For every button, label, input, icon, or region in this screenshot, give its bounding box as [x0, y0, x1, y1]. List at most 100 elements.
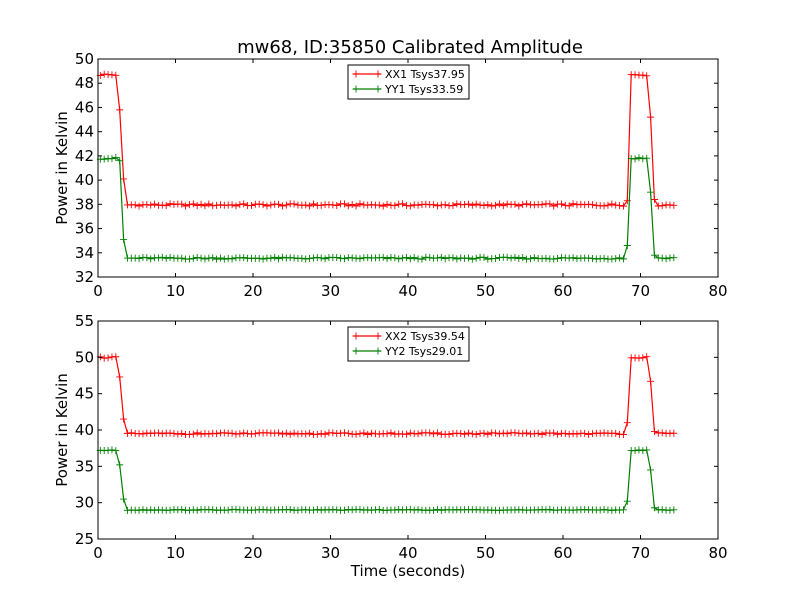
data-point-marker — [309, 506, 317, 514]
data-point-marker — [526, 255, 534, 263]
data-point-marker — [511, 253, 519, 261]
data-point-marker — [631, 447, 639, 455]
data-point-marker — [468, 255, 476, 263]
data-point-marker — [534, 429, 542, 437]
data-point-marker — [395, 255, 403, 263]
data-point-marker — [290, 254, 298, 262]
data-point-marker — [151, 200, 159, 208]
data-point-marker — [495, 430, 503, 438]
data-point-marker — [278, 253, 286, 261]
data-point-marker — [523, 200, 531, 208]
data-point-marker — [236, 201, 244, 209]
data-point-marker — [127, 429, 135, 437]
y-tick-label: 38 — [75, 195, 94, 213]
data-point-marker — [662, 255, 670, 263]
data-point-marker — [608, 506, 616, 514]
x-tick-label: 0 — [93, 544, 103, 562]
data-point-marker — [348, 200, 356, 208]
data-point-marker — [352, 202, 360, 210]
x-tick-label: 30 — [321, 544, 340, 562]
series-2-1 — [96, 353, 678, 439]
data-point-marker — [616, 201, 624, 209]
data-point-marker — [383, 430, 391, 438]
data-point-marker — [178, 200, 186, 208]
data-point-marker — [185, 255, 193, 263]
data-point-marker — [333, 506, 341, 514]
data-point-marker — [406, 255, 414, 263]
data-point-marker — [406, 429, 414, 437]
data-point-marker — [158, 430, 166, 438]
data-point-marker — [143, 201, 151, 209]
data-point-marker — [639, 155, 647, 163]
data-point-marker — [468, 201, 476, 209]
data-point-marker — [170, 430, 178, 438]
data-point-marker — [189, 200, 197, 208]
data-point-marker — [193, 429, 201, 437]
data-point-marker — [480, 253, 488, 261]
legend: XX2 Tsys39.54 YY2 Tsys29.01 — [347, 326, 470, 362]
data-point-marker — [557, 200, 565, 208]
x-tick-label: 20 — [243, 544, 262, 562]
data-point-marker — [546, 200, 554, 208]
data-point-marker — [306, 202, 314, 210]
y-tick-label: 32 — [75, 268, 94, 286]
data-point-marker — [120, 495, 128, 503]
data-point-marker — [197, 200, 205, 208]
data-point-marker — [313, 506, 321, 514]
y-tick-label: 30 — [75, 494, 94, 512]
data-point-marker — [464, 200, 472, 208]
subplot-1: 0 10 20 30 40 50 60 70 80 32 34 36 38 40 42 44 46 48 50 Pow… — [53, 50, 728, 300]
data-point-marker — [313, 253, 321, 261]
y-axis-label: Power in Kelvin — [53, 111, 71, 225]
data-point-marker — [321, 430, 329, 438]
data-point-marker — [406, 506, 414, 514]
x-tick-label: 20 — [243, 282, 262, 300]
data-point-marker — [228, 201, 236, 209]
data-point-marker — [317, 201, 325, 209]
data-point-marker — [658, 202, 666, 210]
data-point-marker — [647, 377, 655, 385]
data-point-marker — [240, 254, 248, 262]
data-point-marker — [616, 254, 624, 262]
legend-label: XX1 Tsys37.95 — [385, 68, 465, 81]
data-point-marker — [112, 71, 120, 79]
data-point-marker — [189, 430, 197, 438]
legend: XX1 Tsys37.95 YY1 Tsys33.59 — [347, 64, 470, 100]
data-point-marker — [228, 429, 236, 437]
legend-label: YY2 Tsys29.01 — [384, 345, 463, 358]
data-point-marker — [340, 506, 348, 514]
data-point-marker — [449, 254, 457, 262]
data-point-marker — [197, 254, 205, 262]
data-point-marker — [116, 461, 124, 469]
data-point-marker — [550, 255, 558, 263]
data-point-marker — [302, 430, 310, 438]
y-tick-label: 40 — [75, 171, 94, 189]
data-point-marker — [464, 254, 472, 262]
data-point-marker — [309, 254, 317, 262]
data-point-marker — [546, 506, 554, 514]
x-tick-label: 80 — [708, 282, 727, 300]
data-point-marker — [488, 202, 496, 210]
data-point-marker — [174, 430, 182, 438]
data-point-marker — [600, 202, 608, 210]
y-tick-label: 25 — [75, 530, 94, 548]
data-point-marker — [240, 429, 248, 437]
data-point-marker — [344, 429, 352, 437]
data-point-marker — [197, 430, 205, 438]
data-point-marker — [193, 506, 201, 514]
data-point-marker — [298, 430, 306, 438]
data-point-marker — [333, 253, 341, 261]
data-point-marker — [480, 429, 488, 437]
y-tick-label: 50 — [75, 50, 94, 68]
data-point-marker — [360, 429, 368, 437]
data-point-marker — [588, 201, 596, 209]
data-point-marker — [379, 253, 387, 261]
data-point-marker — [189, 254, 197, 262]
data-point-marker — [391, 254, 399, 262]
data-point-marker — [302, 201, 310, 209]
legend-box — [347, 326, 470, 362]
data-point-marker — [147, 201, 155, 209]
data-point-marker — [402, 430, 410, 438]
subplots: 0 10 20 30 40 50 60 70 8032343638404244464850Pow… — [53, 50, 728, 580]
data-point-marker — [135, 254, 143, 262]
